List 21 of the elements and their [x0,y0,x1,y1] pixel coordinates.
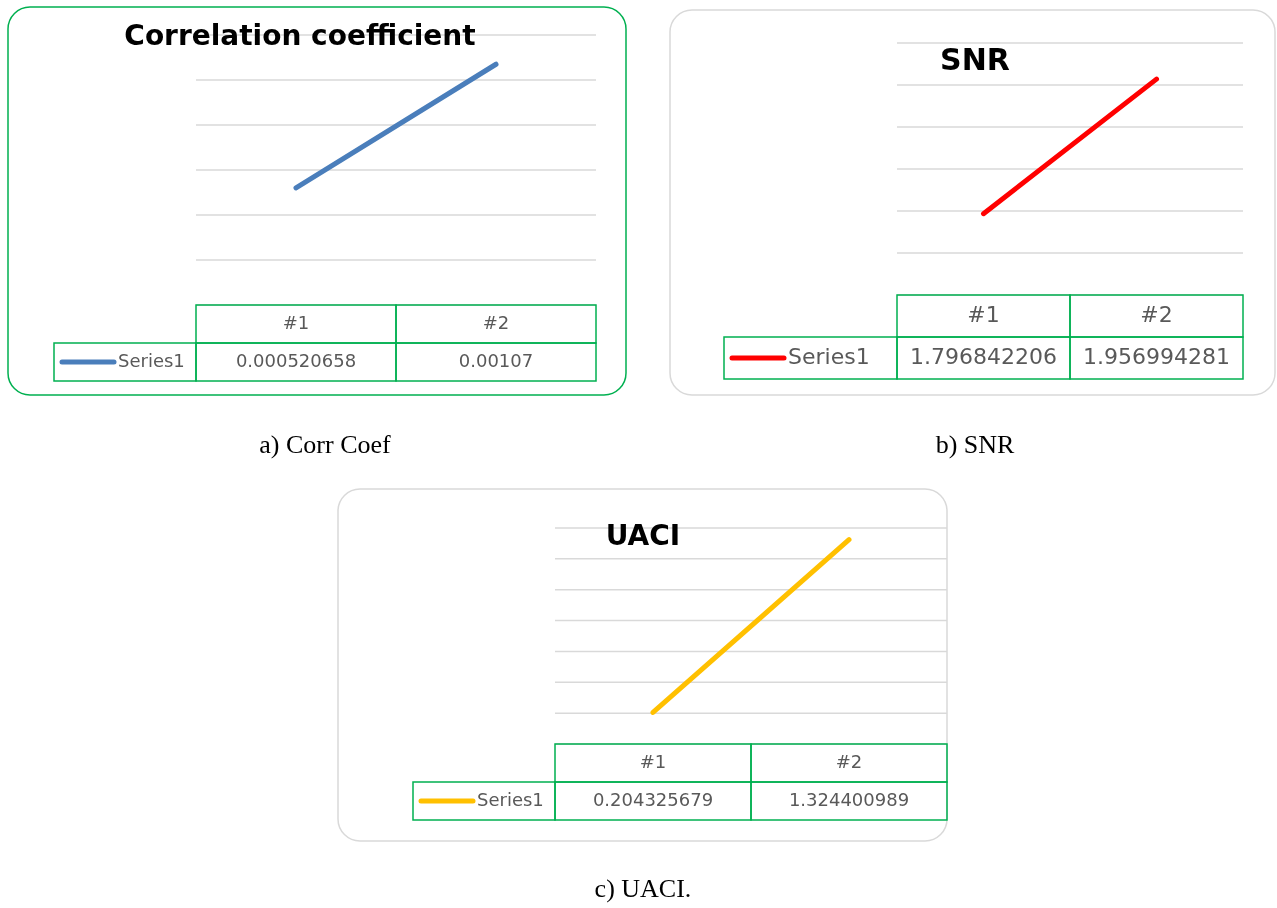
text: a) Corr Coef [259,430,392,459]
data-label: 0.000520658 [235,350,357,371]
data-label: 1.956994281 [1083,344,1230,369]
x-tick-label: #2 [1140,302,1173,327]
x-tick-label: #1 [282,312,310,333]
x-tick-label: #2 [835,751,863,772]
data-label: 0.204325679 [592,789,714,810]
text: b) SNR [935,430,1016,459]
legend-label: Series1 [788,344,870,369]
chart-title: UACI [605,519,681,552]
data-label: 1.324400989 [788,789,910,810]
legend-label: Series1 [118,350,185,371]
x-tick-label: #1 [967,302,1000,327]
legend-label: Series1 [477,789,544,810]
data-label: 1.796842206 [910,344,1057,369]
chart-title: Correlation coefficient [124,19,476,52]
chart-title: SNR [940,42,1010,77]
text: c) UACI. [594,874,692,903]
x-tick-label: #2 [482,312,510,333]
data-label: 0.00107 [458,350,534,371]
x-tick-label: #1 [639,751,667,772]
